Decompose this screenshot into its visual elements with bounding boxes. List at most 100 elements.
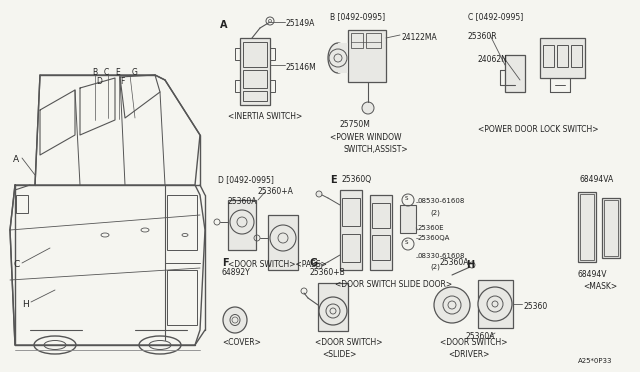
Text: 25360A: 25360A	[228, 197, 257, 206]
Text: <INERTIA SWITCH>: <INERTIA SWITCH>	[228, 112, 302, 121]
Bar	[340, 190, 362, 270]
Circle shape	[362, 102, 374, 114]
Text: D: D	[96, 77, 102, 86]
Text: F: F	[222, 258, 228, 268]
Text: <MASK>: <MASK>	[583, 282, 617, 291]
Bar	[602, 198, 620, 258]
Circle shape	[326, 304, 340, 318]
Text: B [0492-0995]: B [0492-0995]	[330, 12, 385, 21]
Polygon shape	[505, 55, 525, 92]
Circle shape	[487, 296, 503, 312]
Text: 24122MA: 24122MA	[401, 33, 436, 42]
Ellipse shape	[223, 307, 247, 333]
Text: S: S	[405, 196, 408, 201]
Text: E: E	[115, 68, 120, 77]
Bar	[348, 30, 386, 82]
Text: <DRIVER>: <DRIVER>	[448, 350, 490, 359]
Bar	[366, 33, 381, 48]
Bar	[167, 270, 197, 325]
Text: SWITCH,ASSIST>: SWITCH,ASSIST>	[343, 145, 408, 154]
Polygon shape	[348, 30, 386, 82]
Text: A25*0P33: A25*0P33	[578, 358, 612, 364]
Bar	[270, 80, 275, 92]
Text: H: H	[22, 300, 29, 309]
Bar	[540, 38, 585, 78]
Bar	[16, 195, 28, 213]
Bar	[318, 283, 348, 331]
Bar	[342, 234, 360, 262]
Bar	[580, 194, 594, 260]
Bar	[604, 200, 618, 256]
Bar	[571, 45, 582, 67]
Text: 25360+A: 25360+A	[258, 187, 294, 196]
Bar	[400, 205, 416, 233]
Bar	[243, 70, 267, 88]
Circle shape	[270, 225, 296, 251]
Bar	[342, 198, 360, 226]
Bar	[557, 45, 568, 67]
Text: (2): (2)	[430, 209, 440, 215]
Text: 24062N: 24062N	[478, 55, 508, 64]
Circle shape	[230, 210, 254, 234]
Bar	[240, 38, 270, 105]
Text: F: F	[120, 77, 124, 86]
Text: 08330-61608: 08330-61608	[418, 253, 465, 259]
Circle shape	[316, 263, 322, 269]
Bar	[243, 91, 267, 101]
Circle shape	[443, 296, 461, 314]
Bar	[235, 48, 240, 60]
Circle shape	[478, 287, 512, 321]
Circle shape	[316, 191, 322, 197]
Polygon shape	[120, 75, 160, 118]
Text: 25149A: 25149A	[286, 19, 316, 28]
Polygon shape	[240, 38, 270, 105]
Text: 64892Y: 64892Y	[222, 268, 251, 277]
Text: 08530-61608: 08530-61608	[418, 198, 465, 204]
Bar	[228, 200, 256, 250]
Bar	[270, 48, 275, 60]
Text: 25360E: 25360E	[418, 225, 445, 231]
Text: <COVER>: <COVER>	[222, 338, 261, 347]
Bar	[338, 43, 348, 73]
Text: (2): (2)	[430, 264, 440, 270]
Text: A: A	[220, 20, 227, 30]
Text: H: H	[466, 260, 474, 270]
Text: C: C	[13, 260, 19, 269]
Text: 25750M: 25750M	[340, 120, 371, 129]
Bar	[167, 195, 197, 250]
Circle shape	[319, 297, 347, 325]
Text: 25360QA: 25360QA	[418, 235, 451, 241]
Bar	[478, 280, 513, 328]
Text: B: B	[92, 68, 97, 77]
Text: C [0492-0995]: C [0492-0995]	[468, 12, 524, 21]
Text: E: E	[330, 175, 337, 185]
Text: 68494VA: 68494VA	[580, 175, 614, 184]
Text: 68494V: 68494V	[578, 270, 607, 279]
Polygon shape	[10, 185, 205, 345]
Bar	[268, 215, 298, 270]
Text: 25360A: 25360A	[440, 258, 470, 267]
Text: 25146M: 25146M	[286, 63, 317, 72]
Bar	[243, 42, 267, 67]
Text: <DOOR SWITCH>: <DOOR SWITCH>	[315, 338, 383, 347]
Text: <POWER DOOR LOCK SWITCH>: <POWER DOOR LOCK SWITCH>	[478, 125, 598, 134]
Bar	[372, 203, 390, 228]
Text: 25360R: 25360R	[468, 32, 498, 41]
Text: 25360A: 25360A	[465, 332, 495, 341]
Circle shape	[434, 287, 470, 323]
Bar	[505, 55, 525, 92]
Text: S: S	[405, 240, 408, 245]
Bar	[578, 192, 596, 262]
Text: <DOOR SWITCH>: <DOOR SWITCH>	[440, 338, 508, 347]
Text: 25360: 25360	[523, 302, 547, 311]
Polygon shape	[540, 38, 585, 78]
Bar	[543, 45, 554, 67]
Text: C: C	[104, 68, 109, 77]
Text: <POWER WINDOW: <POWER WINDOW	[330, 133, 401, 142]
Text: 25360Q: 25360Q	[342, 175, 372, 184]
Text: 25360+B: 25360+B	[310, 268, 346, 277]
Text: G: G	[132, 68, 138, 77]
Text: <DOOR SWITCH SLIDE DOOR>: <DOOR SWITCH SLIDE DOOR>	[335, 280, 452, 289]
Text: <DOOR SWITCH><PASS>: <DOOR SWITCH><PASS>	[228, 260, 327, 269]
Text: A: A	[13, 155, 19, 164]
